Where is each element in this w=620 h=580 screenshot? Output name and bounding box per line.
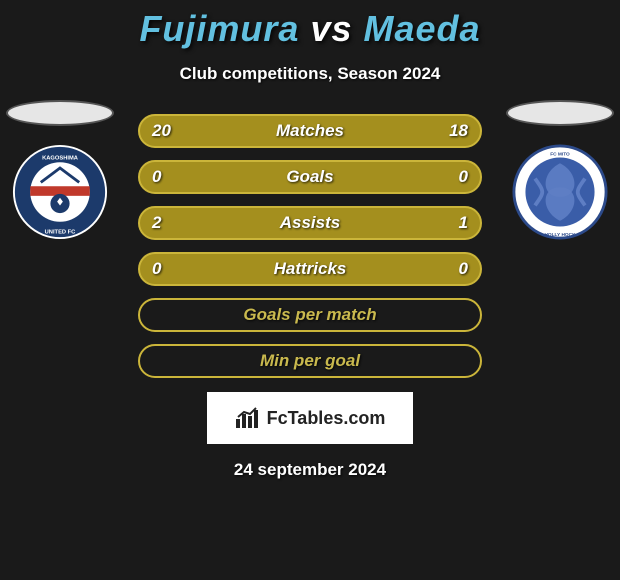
stat-bar: Hattricks 0 0	[138, 252, 482, 286]
stat-bar: Goals 0 0	[138, 160, 482, 194]
title-player1: Fujimura	[139, 8, 299, 49]
stat-bar-label: Hattricks	[274, 259, 347, 279]
player1-placeholder-ellipse	[6, 100, 114, 126]
stat-bar: Assists 2 1	[138, 206, 482, 240]
player2-club-crest: FC MITO HOLLY HOCK	[512, 144, 608, 240]
player2-column: FC MITO HOLLY HOCK	[500, 100, 620, 240]
player2-placeholder-ellipse	[506, 100, 614, 126]
stat-bar: Goals per match	[138, 298, 482, 332]
player1-club-crest: KAGOSHIMA UNITED FC	[12, 144, 108, 240]
date-text: 24 september 2024	[0, 460, 620, 480]
stat-bar-label: Goals per match	[243, 305, 376, 325]
crest-icon: KAGOSHIMA UNITED FC	[12, 144, 108, 240]
title-player2: Maeda	[364, 8, 481, 49]
svg-text:HOLLY HOCK: HOLLY HOCK	[544, 232, 576, 238]
stat-bar-label: Min per goal	[260, 351, 360, 371]
player1-column: KAGOSHIMA UNITED FC	[0, 100, 120, 240]
stat-bars: Matches2018Goals00Assists21Hattricks00Go…	[138, 114, 482, 378]
title-vs: vs	[299, 8, 363, 49]
crest-icon: FC MITO HOLLY HOCK	[512, 144, 608, 240]
svg-text:UNITED FC: UNITED FC	[45, 229, 76, 235]
svg-text:FC MITO: FC MITO	[550, 152, 570, 158]
stat-bar: Min per goal	[138, 344, 482, 378]
stat-bar-label: Assists	[280, 213, 340, 233]
stats-area: KAGOSHIMA UNITED FC FC MITO HOLLY HOCK	[0, 114, 620, 378]
comparison-card: Fujimura vs Maeda Club competitions, Sea…	[0, 0, 620, 480]
stat-bar-label: Matches	[276, 121, 344, 141]
stat-bar-value-left: 0	[152, 259, 161, 279]
title: Fujimura vs Maeda	[0, 8, 620, 50]
stat-bar-value-right: 18	[449, 121, 468, 141]
brand-text: FcTables.com	[267, 408, 386, 429]
stat-bar-value-left: 0	[152, 167, 161, 187]
subtitle: Club competitions, Season 2024	[0, 64, 620, 84]
stat-bar: Matches 20 18	[138, 114, 482, 148]
brand-chart-icon	[235, 407, 261, 429]
stat-bar-value-left: 20	[152, 121, 171, 141]
stat-bar-value-right: 0	[459, 259, 468, 279]
brand-box: FcTables.com	[207, 392, 413, 444]
stat-bar-value-right: 1	[459, 213, 468, 233]
stat-bar-label: Goals	[286, 167, 333, 187]
svg-text:KAGOSHIMA: KAGOSHIMA	[42, 155, 78, 161]
stat-bar-value-right: 0	[459, 167, 468, 187]
stat-bar-value-left: 2	[152, 213, 161, 233]
